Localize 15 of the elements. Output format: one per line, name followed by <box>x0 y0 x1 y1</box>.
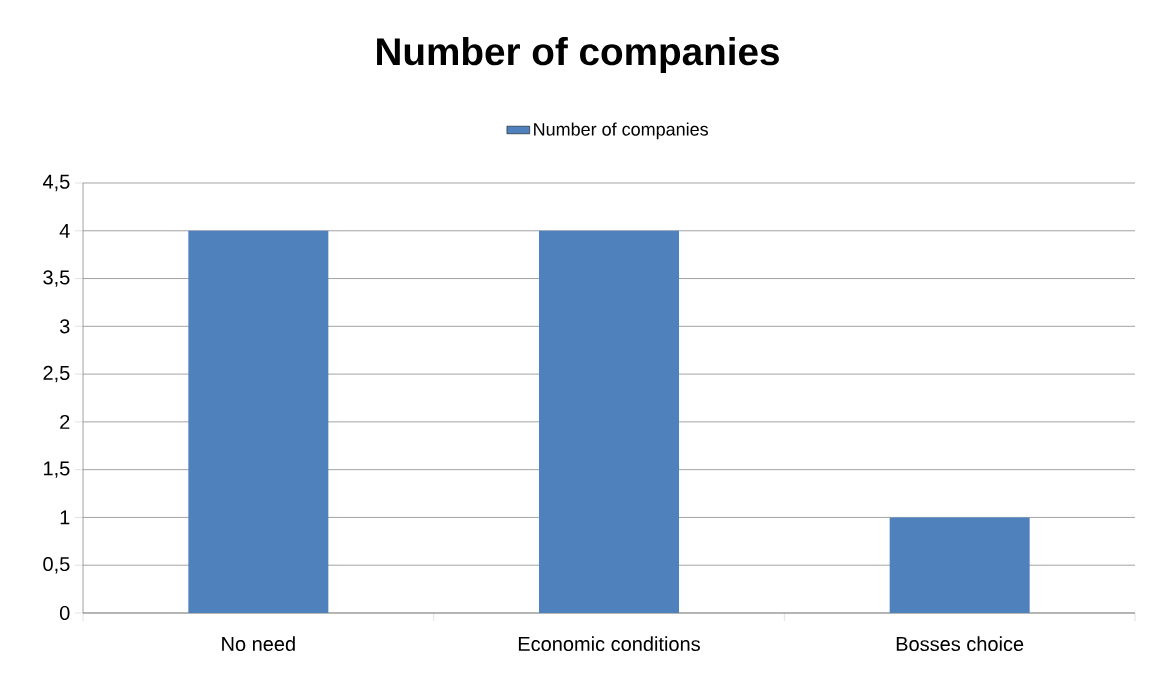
x-tick-label: No need <box>222 636 295 652</box>
x-tick-label: Bosses choice <box>896 636 1024 652</box>
y-tick-label: 3 <box>59 319 70 334</box>
y-tick-label: 4,5 <box>42 174 70 192</box>
legend-label: Number of companies <box>534 122 708 140</box>
y-tick-label: 0,5 <box>43 556 70 574</box>
y-tick-label: 3,5 <box>43 270 70 287</box>
y-tick-label: 2 <box>60 414 70 429</box>
y-tick-label: 1,5 <box>44 461 70 478</box>
y-tick-label: 1 <box>60 510 70 525</box>
y-tick-label: 4 <box>59 223 70 238</box>
chart-title: Number of companies <box>377 36 779 74</box>
y-tick-label: 2,5 <box>43 365 70 383</box>
y-tick-label: 0 <box>59 605 70 621</box>
x-tick-label: Economic conditions <box>518 636 700 652</box>
